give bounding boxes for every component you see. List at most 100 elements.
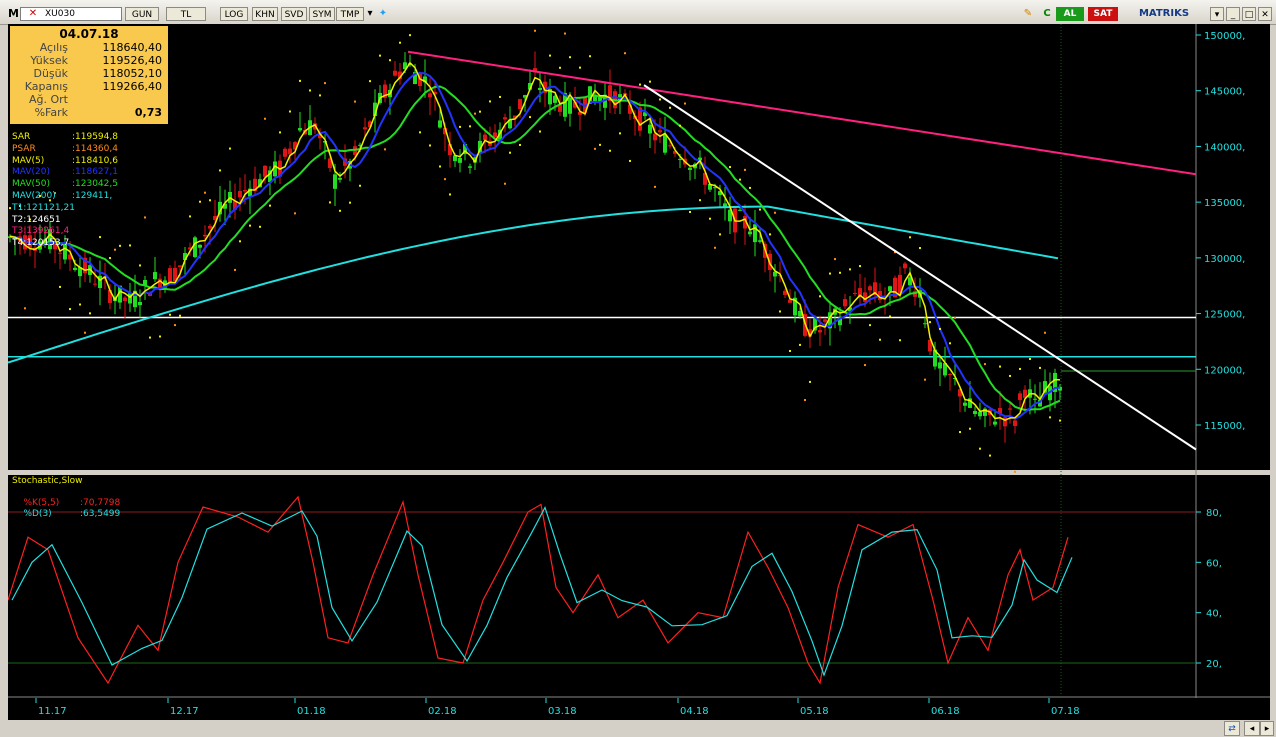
tmp-button[interactable]: TMP (336, 7, 364, 21)
psar-dot (384, 148, 386, 151)
candle-body (248, 188, 252, 197)
candle-body (23, 235, 27, 250)
sar-dot (509, 151, 511, 154)
candle-body (773, 271, 777, 277)
candle-body (963, 402, 967, 406)
time-tick-label: 05.18 (800, 706, 829, 717)
info-row-avg: Ağ. Ort (10, 94, 168, 106)
candle-body (13, 238, 17, 240)
twitter-icon[interactable]: ✦ (378, 8, 388, 19)
price-tick-label: 120000, (1204, 365, 1245, 376)
minimize-icon[interactable]: _ (1226, 7, 1240, 21)
candle-body (603, 94, 607, 108)
sar-dot (9, 207, 11, 210)
sar-dot (809, 380, 811, 383)
psar-dot (564, 32, 566, 35)
psar-dot (204, 191, 206, 194)
candle-body (438, 120, 442, 128)
scroll-right-icon[interactable]: ▸ (1260, 721, 1274, 736)
candle-body (933, 349, 937, 367)
sar-dot (399, 41, 401, 44)
maximize-icon[interactable]: □ (1242, 7, 1256, 21)
pencil-icon[interactable]: ✎ (1023, 8, 1033, 19)
psar-dot (534, 29, 536, 32)
candle-body (533, 68, 537, 73)
refresh-icon[interactable]: C (1043, 8, 1051, 19)
candle-body (838, 317, 842, 326)
sar-dot (939, 327, 941, 330)
chart-canvas[interactable]: 150000, 145000, 140000, 135000, 130000, 12500… (7, 16, 1270, 698)
sar-dot (909, 236, 911, 239)
price-tick-label: 145000, (1204, 87, 1245, 98)
sar-dot (299, 79, 301, 82)
stoch-k-label: %K(5,5) (23, 498, 60, 508)
candle-body (263, 165, 267, 177)
candle-body (273, 161, 277, 177)
candle-body (813, 318, 817, 331)
sar-dot (479, 110, 481, 113)
candle-body (1013, 420, 1017, 427)
menu-icon[interactable]: ▾ (1210, 7, 1224, 21)
candle-body (973, 410, 977, 415)
candle-body (743, 216, 747, 229)
info-date: 04.07.18 (59, 27, 119, 41)
sar-dot (89, 312, 91, 315)
sar-dot (609, 149, 611, 152)
candle-body (678, 158, 682, 160)
candle-body (608, 85, 612, 102)
app-logo: M (8, 7, 19, 20)
sar-dot (919, 247, 921, 250)
sar-dot (799, 343, 801, 346)
candle-body (158, 278, 162, 290)
sell-button[interactable]: SAT (1088, 7, 1118, 21)
buy-button[interactable]: AL (1056, 7, 1084, 21)
candle-body (568, 96, 572, 114)
dropdown-arrow-icon[interactable]: ▾ (367, 8, 373, 19)
candle-body (463, 143, 467, 155)
legend-label: T1:121121,21 (12, 202, 75, 213)
sar-dot (159, 335, 161, 338)
candle-body (443, 127, 447, 135)
candle-body (468, 166, 472, 168)
candle-body (653, 133, 657, 141)
psar-dot (624, 52, 626, 55)
currency-button[interactable]: TL (166, 7, 206, 21)
candle-body (593, 94, 597, 103)
candle-body (413, 72, 417, 85)
sym-button[interactable]: SYM (309, 7, 335, 21)
sar-dot (819, 295, 821, 298)
legend-value: :119594,8 (72, 132, 118, 142)
svd-button[interactable]: SVD (281, 7, 307, 21)
close-icon[interactable]: ✕ (1258, 7, 1272, 21)
candle-body (368, 121, 372, 127)
candle-body (563, 92, 567, 117)
chart-area[interactable]: 150000, 145000, 140000, 135000, 130000, 12500… (7, 16, 1270, 698)
sar-dot (239, 240, 241, 243)
sync-icon[interactable]: ⇄ (1224, 721, 1240, 736)
sar-dot (629, 159, 631, 162)
candle-body (828, 312, 832, 329)
status-bar: ⇄ ◂ ▸ (0, 720, 1276, 737)
candle-body (153, 272, 157, 280)
sar-dot (779, 310, 781, 313)
sar-dot (569, 56, 571, 59)
candle-body (628, 104, 632, 114)
log-button[interactable]: LOG (220, 7, 248, 21)
psar-dot (294, 212, 296, 215)
psar-dot (684, 102, 686, 105)
psar-dot (504, 182, 506, 185)
khn-button[interactable]: KHN (252, 7, 278, 21)
legend-value: :129411, (72, 191, 113, 201)
candle-body (968, 398, 972, 408)
candle-body (708, 183, 712, 190)
psar-dot (84, 331, 86, 334)
stoch-d-value: :63,5499 (80, 509, 121, 519)
candle-body (993, 421, 997, 425)
period-button[interactable]: GUN (125, 7, 159, 21)
scroll-left-icon[interactable]: ◂ (1244, 721, 1260, 736)
candle-body (1038, 399, 1042, 407)
sar-dot (369, 80, 371, 83)
symbol-input[interactable]: XU030 (20, 7, 122, 21)
psar-dot (834, 258, 836, 261)
